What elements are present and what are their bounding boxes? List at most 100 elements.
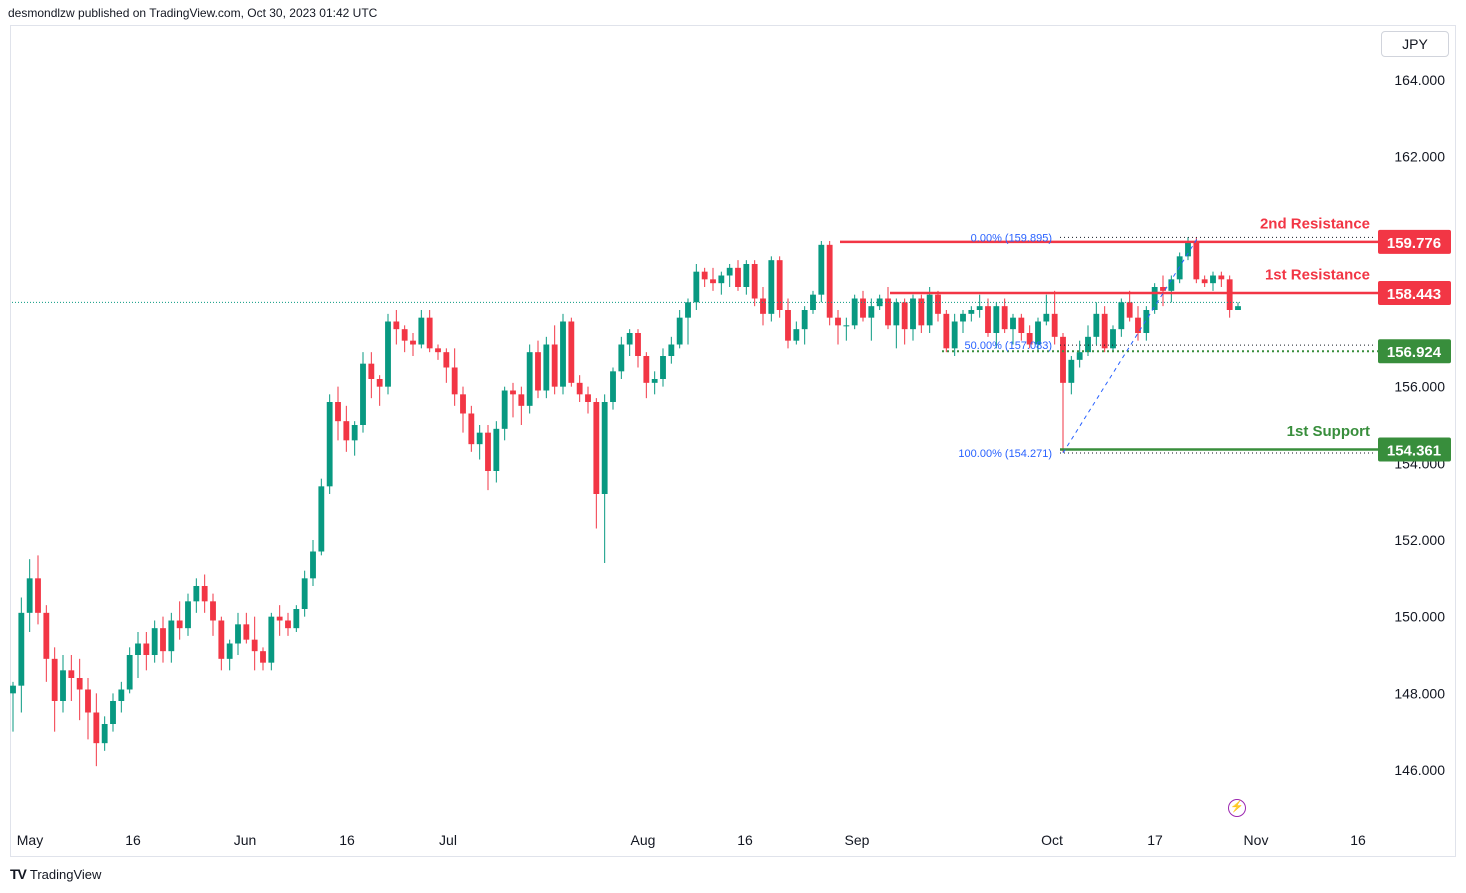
candle-body <box>968 310 975 314</box>
candle-body <box>901 302 908 330</box>
candle-body <box>935 294 941 314</box>
y-tick-label: 164.000 <box>1394 72 1445 88</box>
price-label-text: 154.361 <box>1387 442 1441 459</box>
candle-body <box>985 306 991 333</box>
candle-body <box>118 689 125 701</box>
candle-body <box>218 620 225 659</box>
x-tick-label: 17 <box>1147 832 1163 848</box>
candle-body <box>68 670 75 678</box>
candle-body <box>918 298 925 326</box>
candle-body <box>701 271 708 280</box>
candle-body <box>1201 279 1208 284</box>
candle-body <box>1018 317 1025 333</box>
candle-body <box>18 612 25 686</box>
candle-body <box>185 601 191 629</box>
candle-body <box>326 402 333 487</box>
fib-label: 0.00% (159.895) <box>971 232 1052 244</box>
candle-body <box>293 609 300 629</box>
candle-body <box>951 321 958 349</box>
candle-body <box>568 321 575 383</box>
candle-body <box>43 612 50 659</box>
y-tick-label: 148.000 <box>1394 685 1445 701</box>
candle-body <box>635 333 641 356</box>
candle-body <box>1210 275 1216 284</box>
x-tick-label: 16 <box>125 832 141 848</box>
fib-label: 100.00% (154.271) <box>958 448 1052 460</box>
candle-body <box>1218 275 1225 280</box>
x-tick-label: May <box>17 832 43 848</box>
price-label-box <box>1378 339 1451 364</box>
candle-body <box>1118 302 1125 330</box>
candle-body <box>176 620 183 629</box>
candle-body <box>710 279 716 284</box>
y-tick-label: 156.000 <box>1394 379 1445 395</box>
candle-body <box>1085 336 1091 353</box>
price-label-text: 156.924 <box>1387 344 1442 361</box>
x-tick-label: 16 <box>339 832 355 848</box>
candle-body <box>1060 336 1066 383</box>
price-label-text: 159.776 <box>1387 235 1441 252</box>
y-tick-label: 162.000 <box>1394 149 1445 165</box>
level-annotation: 1st Support <box>1287 423 1370 440</box>
candle-body <box>735 267 741 287</box>
candle-body <box>785 310 791 341</box>
candle-body <box>335 402 341 422</box>
candle-body <box>793 329 800 341</box>
candle-body <box>310 551 316 579</box>
candle-body <box>1093 313 1100 337</box>
candle-body <box>401 329 408 341</box>
candle-body <box>85 689 91 713</box>
candle-body <box>1010 317 1016 330</box>
candle-body <box>1110 329 1116 349</box>
candle-body <box>418 317 425 345</box>
candle-body <box>268 616 275 663</box>
currency-selector[interactable]: JPY <box>1381 31 1449 57</box>
flash-icon[interactable]: ⚡ <box>1228 799 1246 817</box>
candle-body <box>501 390 508 429</box>
candle-body <box>668 344 675 356</box>
candle-body <box>93 712 100 744</box>
candle-body <box>593 402 600 494</box>
candle-body <box>376 379 383 387</box>
candle-body <box>543 344 550 391</box>
candle-body <box>193 586 200 602</box>
tradingview-logo[interactable]: TV TradingView <box>10 866 101 882</box>
candle-body <box>1026 333 1033 345</box>
candle-body <box>693 271 700 303</box>
candle-body <box>276 616 283 621</box>
candle-body <box>76 678 83 690</box>
candle-body <box>1151 287 1158 310</box>
candle-body <box>585 394 591 402</box>
x-tick-label: Oct <box>1041 832 1063 848</box>
candle-body <box>893 302 900 326</box>
candle-body <box>435 348 441 353</box>
price-label-box <box>1378 437 1451 462</box>
candle-body <box>760 298 766 314</box>
x-tick-label: Sep <box>845 832 870 848</box>
candle-body <box>51 658 58 701</box>
candle-body <box>451 367 458 395</box>
candles-layer <box>10 237 1241 767</box>
x-tick-label: Aug <box>631 832 656 848</box>
candle-body <box>1168 279 1175 291</box>
candle-body <box>626 333 633 345</box>
candle-body <box>285 620 291 629</box>
candle-body <box>368 363 375 379</box>
candle-body <box>993 306 1000 333</box>
price-label-text: 158.443 <box>1387 286 1441 303</box>
candle-body <box>243 624 250 640</box>
candle-body <box>535 352 541 391</box>
candle-body <box>1185 241 1191 257</box>
tradingview-logo-text: TradingView <box>29 866 102 882</box>
chart-frame[interactable] <box>10 25 1456 857</box>
candle-body <box>210 601 216 621</box>
candle-body <box>493 428 500 471</box>
candle-body <box>1051 313 1058 337</box>
level-annotation: 2nd Resistance <box>1260 216 1370 233</box>
candle-body <box>1176 256 1183 280</box>
candle-body <box>726 267 733 276</box>
candle-body <box>143 643 150 655</box>
fib-label: 50.00% (157.083) <box>965 340 1052 352</box>
candle-body <box>651 379 658 383</box>
